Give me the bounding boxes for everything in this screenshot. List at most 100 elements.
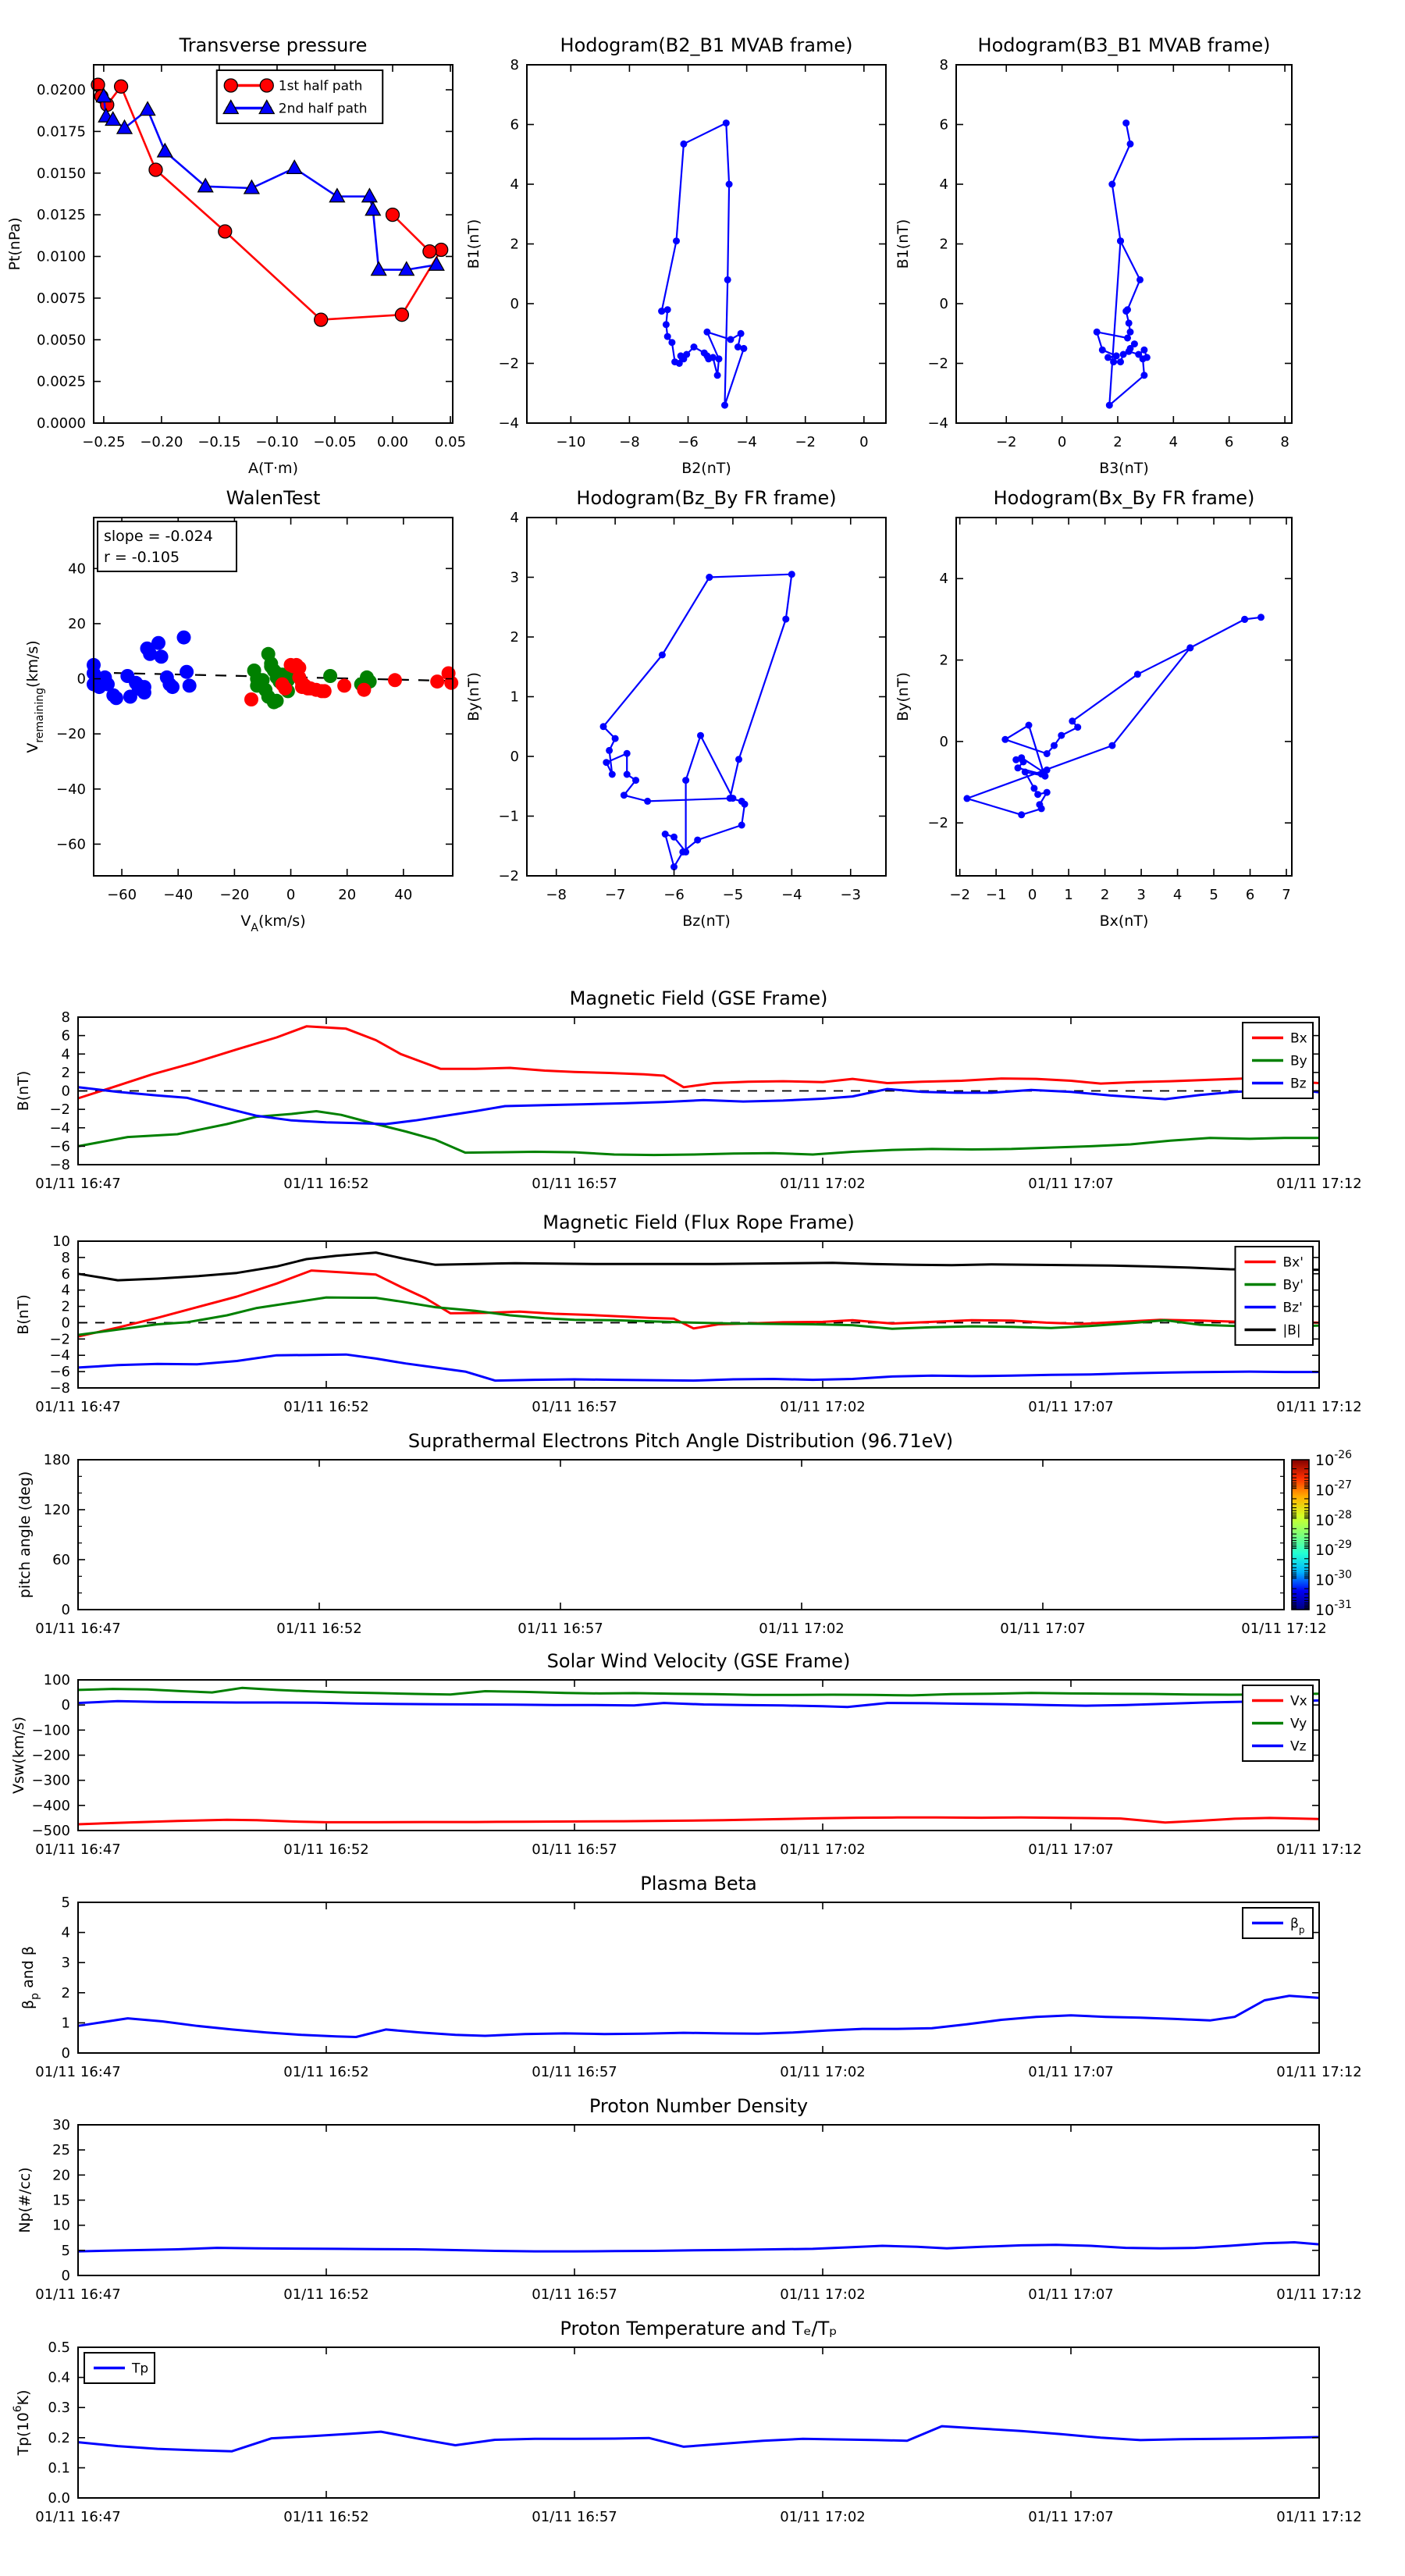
panel-solar-wind-velocity: 01/11 16:47 01/11 16:52 01/11 16:57 01/11 1… bbox=[10, 1672, 1362, 1858]
svg-text:100: 100 bbox=[44, 1672, 70, 1688]
svg-text:01/11 17:02: 01/11 17:02 bbox=[759, 1621, 844, 1637]
svg-text:Bx(nT): Bx(nT) bbox=[1100, 913, 1149, 930]
svg-text:−200: −200 bbox=[32, 1748, 70, 1764]
panel-mag-field-gse-title: Magnetic Field (GSE Frame) bbox=[569, 987, 828, 1009]
svg-text:01/11 17:02: 01/11 17:02 bbox=[780, 2286, 865, 2303]
plot-area bbox=[78, 1460, 1284, 1610]
legend: Bx' By' Bz' |B| bbox=[1234, 1246, 1314, 1346]
panel-hodogram-b2b1-title: Hodogram(B2_B1 MVAB frame) bbox=[560, 34, 853, 56]
svg-text:4: 4 bbox=[510, 176, 519, 193]
svg-text:0: 0 bbox=[62, 2268, 70, 2284]
series-Np-line bbox=[77, 2241, 1320, 2253]
svg-text:01/11 16:52: 01/11 16:52 bbox=[283, 1176, 368, 1192]
axes-frame bbox=[77, 1902, 1320, 2054]
panel-mag-field-fr: 01/11 16:47 01/11 16:52 01/11 16:57 01/11 1… bbox=[15, 1233, 1362, 1415]
svg-text:3: 3 bbox=[62, 1955, 70, 1971]
svg-text:60: 60 bbox=[52, 1552, 70, 1568]
svg-text:4: 4 bbox=[62, 1925, 70, 1941]
svg-text:01/11 16:47: 01/11 16:47 bbox=[35, 1841, 120, 1858]
svg-text:20: 20 bbox=[68, 616, 86, 632]
svg-text:Np(#/cc): Np(#/cc) bbox=[16, 2167, 34, 2233]
panel-hodogram-bxby: −2 −1 0 1 2 3 4 5 6 7 −2 0 2 4 Bx(nT) By(nT) bbox=[895, 517, 1293, 930]
svg-text:Vy: Vy bbox=[1290, 1717, 1307, 1732]
svg-text:−300: −300 bbox=[32, 1773, 70, 1789]
series-Np bbox=[77, 2241, 1320, 2253]
svg-text:01/11 16:52: 01/11 16:52 bbox=[276, 1621, 361, 1637]
series-B3_B1 path bbox=[1093, 119, 1151, 409]
svg-text:−8: −8 bbox=[49, 1380, 70, 1397]
svg-text:Bz(nT): Bz(nT) bbox=[682, 913, 730, 930]
svg-text:0: 0 bbox=[1028, 887, 1037, 903]
svg-text:01/11 17:12: 01/11 17:12 bbox=[1276, 2064, 1361, 2080]
svg-text:01/11 16:57: 01/11 16:57 bbox=[532, 2509, 617, 2525]
annotation-box bbox=[97, 521, 237, 572]
svg-text:−2: −2 bbox=[927, 815, 948, 831]
svg-text:6: 6 bbox=[1246, 887, 1254, 903]
svg-text:0: 0 bbox=[62, 1697, 70, 1713]
axes-frame bbox=[77, 1459, 1285, 1610]
panel-transverse-pressure-title: Transverse pressure bbox=[179, 34, 368, 56]
panel-mag-field-fr-title: Magnetic Field (Flux Rope Frame) bbox=[542, 1212, 855, 1233]
svg-text:By: By bbox=[1290, 1054, 1307, 1069]
axes-frame bbox=[93, 64, 454, 424]
series-Vz-line bbox=[77, 1699, 1320, 1709]
svg-text:0: 0 bbox=[1058, 434, 1066, 450]
svg-text:01/11 16:52: 01/11 16:52 bbox=[283, 1399, 368, 1415]
svg-text:0.0050: 0.0050 bbox=[37, 332, 86, 348]
panel-hodogram-bzby-title: Hodogram(Bz_By FR frame) bbox=[576, 487, 837, 509]
svg-text:01/11 16:47: 01/11 16:47 bbox=[35, 2286, 120, 2303]
svg-text:r = -0.105: r = -0.105 bbox=[104, 549, 180, 566]
svg-text:30: 30 bbox=[52, 2117, 70, 2133]
svg-text:6: 6 bbox=[510, 117, 519, 133]
legend: Bx By Bz bbox=[1242, 1022, 1314, 1099]
svg-text:0.0200: 0.0200 bbox=[37, 82, 86, 98]
series-Tp-line bbox=[77, 2425, 1320, 2453]
svg-text:01/11 16:57: 01/11 16:57 bbox=[532, 2286, 617, 2303]
svg-text:01/11 16:52: 01/11 16:52 bbox=[283, 1841, 368, 1858]
svg-text:−2: −2 bbox=[498, 356, 519, 372]
svg-text:01/11 17:07: 01/11 17:07 bbox=[1028, 1176, 1113, 1192]
svg-text:4: 4 bbox=[62, 1283, 70, 1299]
svg-text:−6: −6 bbox=[49, 1364, 70, 1380]
colorbar: 10-26 10-27 10-28 10-29 10-30 10-31 bbox=[1291, 1449, 1352, 1619]
svg-text:2: 2 bbox=[510, 237, 519, 253]
svg-text:6: 6 bbox=[62, 1028, 70, 1044]
svg-text:01/11 17:02: 01/11 17:02 bbox=[780, 1399, 865, 1415]
plot-area bbox=[527, 65, 886, 423]
svg-text:2: 2 bbox=[62, 1065, 70, 1081]
svg-text:0: 0 bbox=[62, 1315, 70, 1331]
svg-text:4: 4 bbox=[940, 571, 948, 587]
series-Bz'-line bbox=[77, 1353, 1319, 1382]
svg-text:−2: −2 bbox=[795, 434, 816, 450]
svg-text:|B|: |B| bbox=[1283, 1323, 1301, 1339]
svg-text:2: 2 bbox=[940, 237, 948, 253]
svg-text:2: 2 bbox=[62, 1299, 70, 1315]
svg-text:01/11 16:47: 01/11 16:47 bbox=[35, 2509, 120, 2525]
svg-text:2: 2 bbox=[62, 1985, 70, 2001]
panel-proton-density: 01/11 16:47 01/11 16:52 01/11 16:57 01/11 1… bbox=[16, 2117, 1362, 2303]
svg-text:01/11 17:07: 01/11 17:07 bbox=[1000, 1621, 1085, 1637]
svg-text:0.0125: 0.0125 bbox=[37, 207, 86, 223]
series-Bx_By path bbox=[963, 614, 1264, 819]
svg-text:−0.05: −0.05 bbox=[313, 434, 356, 450]
svg-text:−7: −7 bbox=[605, 887, 626, 903]
series-By'-line bbox=[77, 1296, 1320, 1336]
svg-text:Tp(106K): Tp(106K) bbox=[12, 2389, 32, 2456]
svg-text:0: 0 bbox=[62, 2045, 70, 2062]
svg-text:−2: −2 bbox=[498, 868, 519, 884]
svg-text:0.0100: 0.0100 bbox=[37, 249, 86, 265]
svg-text:01/11 16:47: 01/11 16:47 bbox=[35, 1176, 120, 1192]
svg-text:−500: −500 bbox=[32, 1823, 70, 1839]
svg-text:B(nT): B(nT) bbox=[15, 1071, 32, 1112]
svg-text:−0.15: −0.15 bbox=[197, 434, 240, 450]
svg-text:0.1: 0.1 bbox=[48, 2460, 70, 2476]
series-By' bbox=[77, 1296, 1320, 1336]
svg-text:8: 8 bbox=[510, 57, 519, 73]
series-Vx bbox=[77, 1816, 1320, 1826]
svg-text:−40: −40 bbox=[163, 887, 193, 903]
svg-text:01/11 17:02: 01/11 17:02 bbox=[780, 2064, 865, 2080]
panel-proton-temperature: 01/11 16:47 01/11 16:52 01/11 16:57 01/11 1… bbox=[12, 2339, 1362, 2525]
svg-text:1: 1 bbox=[1064, 887, 1072, 903]
legend: 1st half path 2nd half path bbox=[215, 69, 384, 124]
